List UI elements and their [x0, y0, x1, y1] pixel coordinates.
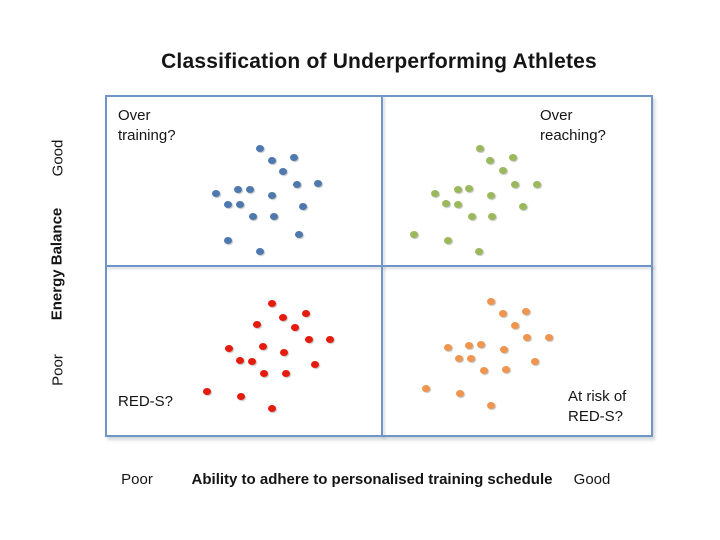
scatter-dot — [499, 310, 508, 318]
scatter-dot — [267, 156, 276, 164]
scatter-dot — [510, 181, 519, 189]
scatter-dot — [253, 320, 262, 328]
scatter-dot — [258, 343, 267, 351]
y-axis-tick-poor: Poor — [49, 354, 67, 386]
scatter-dot — [256, 144, 265, 152]
scatter-dot — [268, 300, 277, 308]
scatter-dot — [531, 357, 540, 365]
scatter-dot — [268, 404, 277, 412]
scatter-dot — [474, 248, 483, 256]
scatter-dot — [422, 384, 431, 392]
x-axis-tick-good: Good — [573, 471, 611, 488]
scatter-dot — [501, 366, 510, 374]
scatter-dot — [443, 236, 452, 244]
scatter-dot — [545, 333, 554, 341]
scatter-dot — [409, 230, 418, 238]
scatter-dot — [499, 167, 508, 175]
quadrant-label-at-risk-red-s: At risk of RED-S? — [568, 387, 626, 427]
quadrant-label-line: Over — [540, 107, 573, 124]
chart-title: Classification of Underperforming Athlet… — [161, 50, 597, 73]
scatter-dot — [466, 355, 475, 363]
scatter-dot — [314, 180, 323, 188]
scatter-dot — [269, 212, 278, 220]
horizontal-divider — [105, 265, 653, 267]
scatter-dot — [290, 154, 299, 162]
scatter-dot — [518, 203, 527, 211]
scatter-dot — [294, 231, 303, 239]
y-axis-tick-good: Good — [49, 139, 67, 177]
scatter-dot — [465, 185, 474, 193]
scatter-dot — [475, 144, 484, 152]
scatter-dot — [235, 201, 244, 209]
scatter-dot — [453, 185, 462, 193]
scatter-dot — [301, 309, 310, 317]
scatter-dot — [281, 369, 290, 377]
scatter-dot — [467, 212, 476, 220]
scatter-dot — [259, 369, 268, 377]
scatter-dot — [223, 200, 232, 208]
scatter-dot — [532, 180, 541, 188]
quadrant-label-line: RED-S? — [568, 408, 624, 425]
scatter-dot — [279, 168, 288, 176]
scatter-dot — [291, 324, 300, 332]
scatter-dot — [292, 180, 301, 188]
scatter-dot — [280, 349, 289, 357]
scatter-dot — [508, 153, 517, 161]
scatter-dot — [511, 322, 520, 329]
x-axis-tick-poor: Poor — [121, 471, 153, 488]
scatter-dot — [202, 388, 211, 396]
scatter-dot — [488, 212, 497, 220]
scatter-dot — [279, 313, 288, 321]
scatter-dot — [456, 390, 465, 398]
scatter-dot — [224, 344, 233, 352]
quadrant-label-over-training: Over training? — [118, 106, 176, 146]
scatter-dot — [521, 307, 530, 315]
scatter-dot — [247, 357, 256, 365]
scatter-dot — [235, 356, 244, 364]
scatter-dot — [256, 248, 265, 256]
scatter-dot — [311, 360, 320, 368]
quadrant-label-line: training? — [118, 127, 176, 144]
scatter-dot — [211, 189, 220, 197]
scatter-dot — [465, 341, 474, 349]
scatter-dot — [486, 402, 495, 410]
quadrant-label-over-reaching: Over reaching? — [540, 106, 606, 146]
scatter-dot — [486, 192, 495, 200]
scatter-dot — [224, 236, 233, 244]
scatter-dot — [477, 340, 486, 348]
quadrant-label-line: reaching? — [540, 127, 606, 144]
scatter-dot — [442, 200, 451, 208]
scatter-dot — [522, 334, 531, 342]
quadrant-label-line: Over — [118, 107, 151, 124]
x-axis-label: Ability to adhere to personalised traini… — [191, 471, 553, 488]
scatter-dot — [430, 189, 439, 197]
scatter-dot — [325, 336, 334, 344]
scatter-dot — [248, 212, 257, 220]
scatter-dot — [268, 192, 277, 200]
quadrant-label-line: At risk of — [568, 388, 627, 405]
scatter-dot — [487, 298, 496, 306]
quadrant-label-red-s: RED-S? — [118, 392, 173, 412]
scatter-dot — [234, 185, 243, 193]
scatter-dot — [304, 336, 313, 344]
scatter-dot — [236, 393, 245, 401]
scatter-dot — [444, 343, 453, 351]
scatter-dot — [299, 203, 308, 211]
scatter-dot — [499, 345, 508, 353]
scatter-dot — [454, 200, 463, 208]
quadrant-label-line: RED-S? — [118, 393, 174, 410]
scatter-dot — [486, 156, 495, 164]
scatter-dot — [246, 185, 255, 193]
y-axis-label: Energy Balance — [48, 207, 66, 321]
scatter-dot — [479, 366, 488, 374]
scatter-dot — [455, 355, 463, 363]
